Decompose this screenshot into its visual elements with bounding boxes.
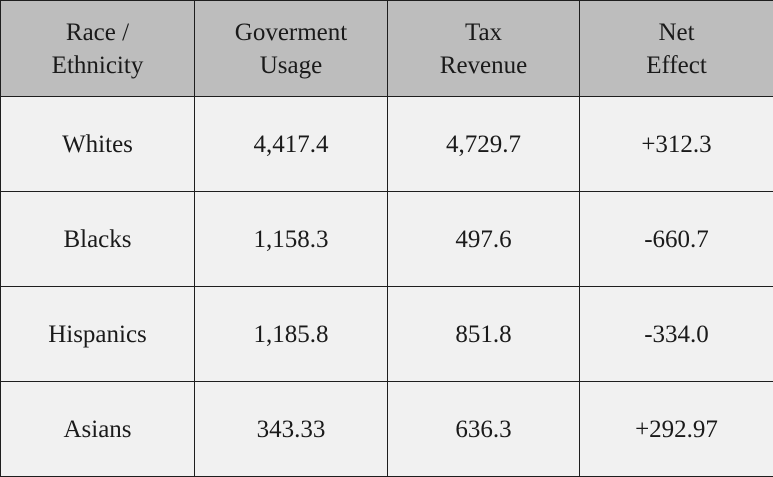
cell-usage: 1,185.8 — [195, 287, 388, 382]
cell-group: Hispanics — [1, 287, 195, 382]
cell-revenue: 497.6 — [388, 192, 580, 287]
cell-net-effect: +292.97 — [580, 382, 773, 477]
header-label-line2: Ethnicity — [1, 49, 194, 82]
cell-revenue: 851.8 — [388, 287, 580, 382]
table-row: Blacks 1,158.3 497.6 -660.7 — [1, 192, 773, 287]
header-government-usage: Goverment Usage — [195, 1, 388, 97]
header-tax-revenue: Tax Revenue — [388, 1, 580, 97]
header-label-line2: Effect — [580, 49, 773, 82]
header-label-line2: Usage — [195, 49, 387, 82]
header-label-line2: Revenue — [388, 49, 579, 82]
cell-net-effect: +312.3 — [580, 97, 773, 192]
table-row: Whites 4,417.4 4,729.7 +312.3 — [1, 97, 773, 192]
table-body: Whites 4,417.4 4,729.7 +312.3 Blacks 1,1… — [1, 97, 773, 477]
cell-net-effect: -334.0 — [580, 287, 773, 382]
cell-revenue: 636.3 — [388, 382, 580, 477]
table-header: Race / Ethnicity Goverment Usage Tax Rev… — [1, 1, 773, 97]
header-label-line1: Race / — [1, 16, 194, 49]
header-net-effect: Net Effect — [580, 1, 773, 97]
cell-group: Asians — [1, 382, 195, 477]
header-label-line1: Goverment — [195, 16, 387, 49]
cell-group: Whites — [1, 97, 195, 192]
cell-usage: 4,417.4 — [195, 97, 388, 192]
table-row: Hispanics 1,185.8 851.8 -334.0 — [1, 287, 773, 382]
header-label-line1: Net — [580, 16, 773, 49]
cell-usage: 343.33 — [195, 382, 388, 477]
header-race-ethnicity: Race / Ethnicity — [1, 1, 195, 97]
header-label-line1: Tax — [388, 16, 579, 49]
table-row: Asians 343.33 636.3 +292.97 — [1, 382, 773, 477]
cell-net-effect: -660.7 — [580, 192, 773, 287]
cell-revenue: 4,729.7 — [388, 97, 580, 192]
cell-group: Blacks — [1, 192, 195, 287]
cell-usage: 1,158.3 — [195, 192, 388, 287]
header-row: Race / Ethnicity Goverment Usage Tax Rev… — [1, 1, 773, 97]
